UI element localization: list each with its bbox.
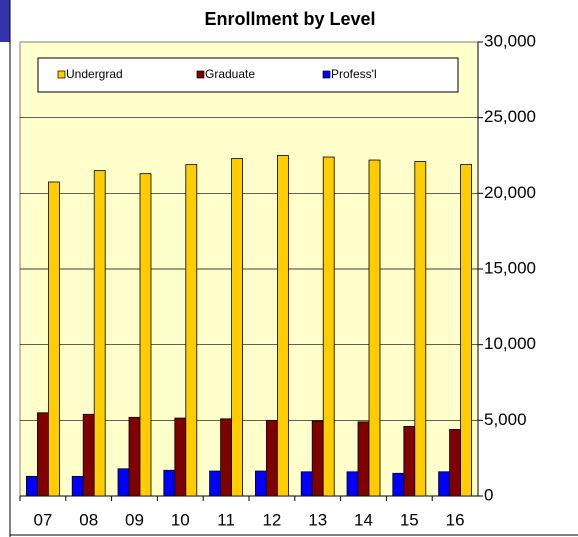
bar [139, 173, 152, 497]
y-tick-label: 5,000 [484, 410, 527, 429]
bar [460, 164, 473, 497]
x-tick-label: 13 [308, 510, 327, 529]
bar [300, 471, 313, 497]
bar [276, 155, 289, 497]
bar [209, 470, 222, 497]
x-tick-label: 14 [354, 510, 373, 529]
bar [254, 470, 267, 497]
x-tick-label: 15 [400, 510, 419, 529]
bar [403, 425, 416, 497]
bar [438, 471, 451, 497]
bar [392, 472, 405, 497]
bar [265, 419, 278, 497]
bar [37, 412, 49, 497]
side-panel [0, 0, 10, 42]
x-tick-label: 10 [171, 510, 190, 529]
y-tick-label: 25,000 [484, 107, 536, 126]
bar [311, 420, 324, 497]
bar [357, 421, 370, 497]
bar [93, 170, 106, 497]
y-tick-label: 30,000 [484, 31, 536, 50]
bar [174, 417, 187, 497]
x-tick-label: 08 [79, 510, 98, 529]
bar [48, 181, 60, 497]
bar [117, 468, 130, 497]
bar [231, 158, 244, 497]
legend-swatch [57, 70, 66, 79]
bar [163, 469, 176, 497]
y-tick-label: 20,000 [484, 183, 536, 202]
bar [128, 416, 141, 497]
bar [82, 413, 95, 497]
chart-title: Enrollment by Level [204, 9, 375, 29]
bar [449, 429, 462, 497]
x-tick-label: 09 [125, 510, 144, 529]
legend-label: Undergrad [66, 67, 123, 81]
bar [220, 418, 233, 497]
legend-label: Profess'l [331, 67, 377, 81]
bar [25, 475, 38, 497]
bar [71, 475, 84, 497]
bar [185, 164, 198, 497]
x-tick-label: 11 [217, 510, 235, 529]
y-tick-label: 15,000 [484, 258, 536, 277]
legend-swatch [196, 70, 205, 79]
legend [37, 57, 459, 93]
y-tick-label: 10,000 [484, 334, 536, 353]
y-tick-label: 0 [484, 485, 493, 504]
x-tick-label: 12 [262, 510, 281, 529]
x-tick-label: 07 [33, 510, 52, 529]
bar [414, 161, 427, 497]
bar [346, 471, 359, 497]
bar [322, 156, 335, 497]
bar [368, 159, 381, 497]
x-tick-label: 16 [446, 510, 465, 529]
legend-label: Graduate [205, 67, 255, 81]
legend-swatch [322, 70, 331, 79]
